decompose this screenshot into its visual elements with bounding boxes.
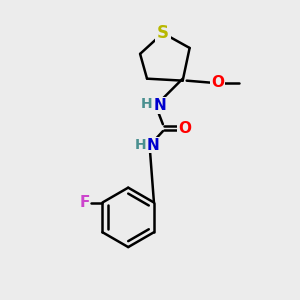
Text: F: F — [80, 195, 90, 210]
Text: H: H — [141, 98, 153, 111]
Text: O: O — [211, 75, 224, 90]
Text: N: N — [147, 137, 159, 152]
Text: O: O — [178, 121, 191, 136]
Text: S: S — [157, 24, 169, 42]
Text: N: N — [154, 98, 166, 113]
Text: H: H — [134, 138, 146, 152]
